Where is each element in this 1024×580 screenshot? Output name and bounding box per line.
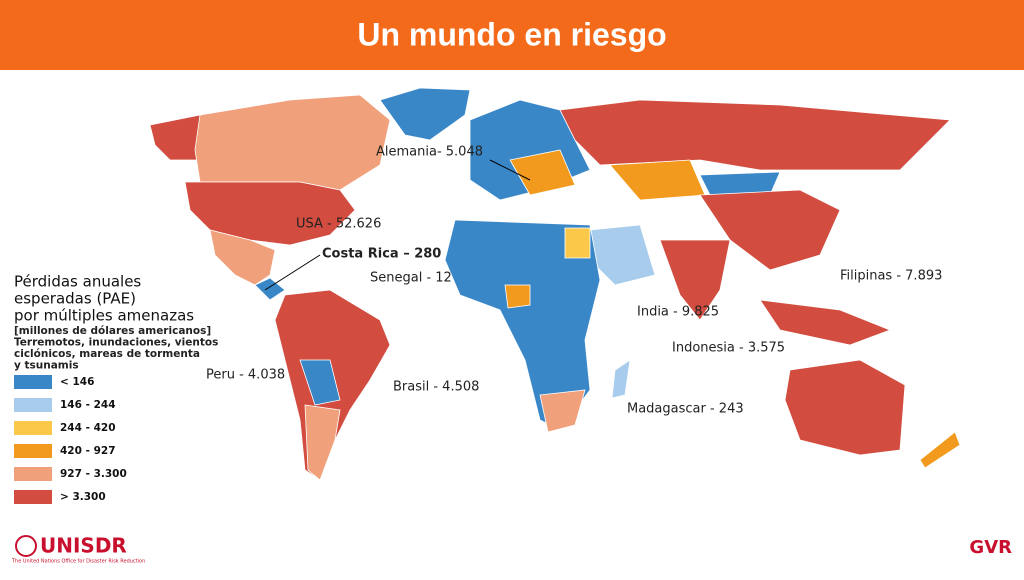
annotation: Brasil - 4.508 [393, 380, 479, 395]
map [149, 87, 961, 481]
legend-swatch [14, 375, 52, 389]
kazakhstan [609, 159, 706, 201]
title: Un mundo en riesgo [357, 16, 666, 52]
mexico [209, 229, 276, 286]
legend-note: Terremotos, inundaciones, vientos [14, 337, 218, 349]
leader-line [489, 159, 531, 181]
india [659, 239, 731, 321]
annotation: USA - 52.626 [296, 217, 381, 232]
header-bar [0, 0, 1024, 70]
central-europe [509, 149, 576, 196]
legend-swatch [14, 467, 52, 481]
argentina [304, 404, 341, 481]
legend-label: 244 - 420 [60, 422, 116, 434]
legend-label: 146 - 244 [60, 399, 116, 411]
leader-line [264, 254, 321, 291]
usa [184, 181, 356, 246]
legend-label: < 146 [60, 376, 94, 388]
legend-label: > 3.300 [60, 491, 106, 503]
annotation: Indonesia - 3.575 [672, 341, 785, 356]
annotation: Alemania- 5.048 [376, 145, 483, 160]
logo-text: UNISDR [40, 534, 127, 558]
russia [559, 99, 951, 171]
arabia [589, 224, 656, 286]
legend-note: ciclónicos, mareas de tormenta [14, 348, 200, 360]
canada [194, 94, 391, 191]
logo-subtext: The United Nations Office for Disaster R… [11, 559, 145, 565]
madagascar [611, 359, 631, 399]
egypt [564, 227, 591, 259]
annotation: Costa Rica – 280 [322, 247, 441, 262]
central-america [254, 277, 286, 301]
annotation: Madagascar - 243 [627, 402, 744, 417]
annotation: Senegal - 12 [370, 271, 452, 286]
annotation: Filipinas - 7.893 [840, 269, 942, 284]
legend-swatch [14, 490, 52, 504]
legend-title: Pérdidas anuales [14, 273, 141, 291]
annotation: Peru - 4.038 [206, 368, 285, 383]
legend-note: y tsunamis [14, 360, 79, 372]
indonesia [759, 299, 892, 346]
bolivia [299, 359, 341, 406]
legend-swatch [14, 444, 52, 458]
legend-note: [millones de dólares americanos] [14, 325, 211, 337]
legend-label: 927 - 3.300 [60, 468, 127, 480]
new-zealand [919, 431, 961, 469]
legend-label: 420 - 927 [60, 445, 116, 457]
logo-icon [15, 535, 37, 557]
greenland [379, 87, 471, 141]
australia [784, 359, 906, 456]
gvr-logo: GVR [969, 537, 1012, 558]
south-africa [539, 389, 586, 433]
annotation: India - 9.825 [637, 305, 719, 320]
legend-swatch [14, 421, 52, 435]
nigeria [504, 284, 531, 309]
legend-title: por múltiples amenazas [14, 307, 194, 325]
legend-swatch [14, 398, 52, 412]
legend-title: esperadas (PAE) [14, 290, 136, 308]
